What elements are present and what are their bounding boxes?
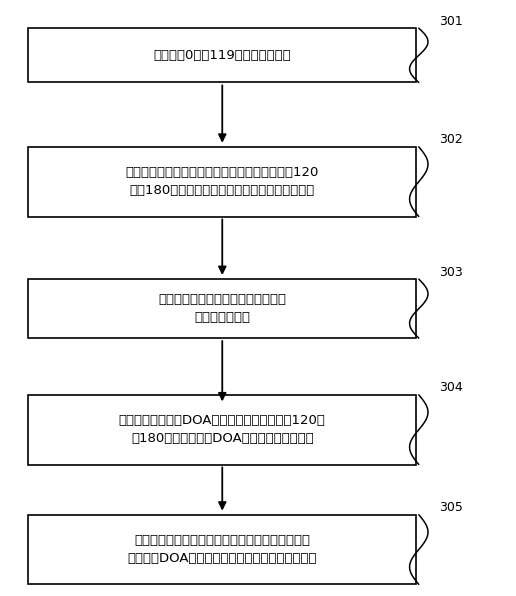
Text: 确定基准象限内角度和其模糊角度的: 确定基准象限内角度和其模糊角度的 (158, 293, 286, 306)
FancyBboxPatch shape (28, 147, 416, 216)
Text: 301: 301 (439, 14, 463, 27)
Text: 304: 304 (439, 381, 463, 394)
Text: 角度对应关系表: 角度对应关系表 (194, 311, 250, 324)
FancyBboxPatch shape (28, 515, 416, 584)
FancyBboxPatch shape (28, 395, 416, 464)
FancyBboxPatch shape (28, 28, 416, 82)
Text: 当本次估计得到的DOA角度处于非基准象限（120度: 当本次估计得到的DOA角度处于非基准象限（120度 (119, 414, 326, 427)
Text: 303: 303 (439, 266, 463, 278)
Text: 305: 305 (439, 501, 463, 514)
Text: 采用遍历搜索的方式，在另一个非基准象限内（120: 采用遍历搜索的方式，在另一个非基准象限内（120 (125, 166, 319, 179)
Text: 度到180度）寻找基准象限的每个角度的模糊角度: 度到180度）寻找基准象限的每个角度的模糊角度 (130, 184, 315, 197)
Text: 选择角度0度至119度作为基准象限: 选择角度0度至119度作为基准象限 (153, 49, 291, 62)
Text: 302: 302 (439, 134, 463, 146)
Text: 到180度）时，将该DOA角度折算至基准象限: 到180度）时，将该DOA角度折算至基准象限 (131, 432, 314, 445)
Text: 通过使用基准象限内的角度参与递归平均处理，得: 通过使用基准象限内的角度参与递归平均处理，得 (134, 534, 310, 547)
Text: 到最终的DOA估计角，并基于该角度计算赋形矢量: 到最终的DOA估计角，并基于该角度计算赋形矢量 (127, 552, 317, 565)
FancyBboxPatch shape (28, 279, 416, 338)
